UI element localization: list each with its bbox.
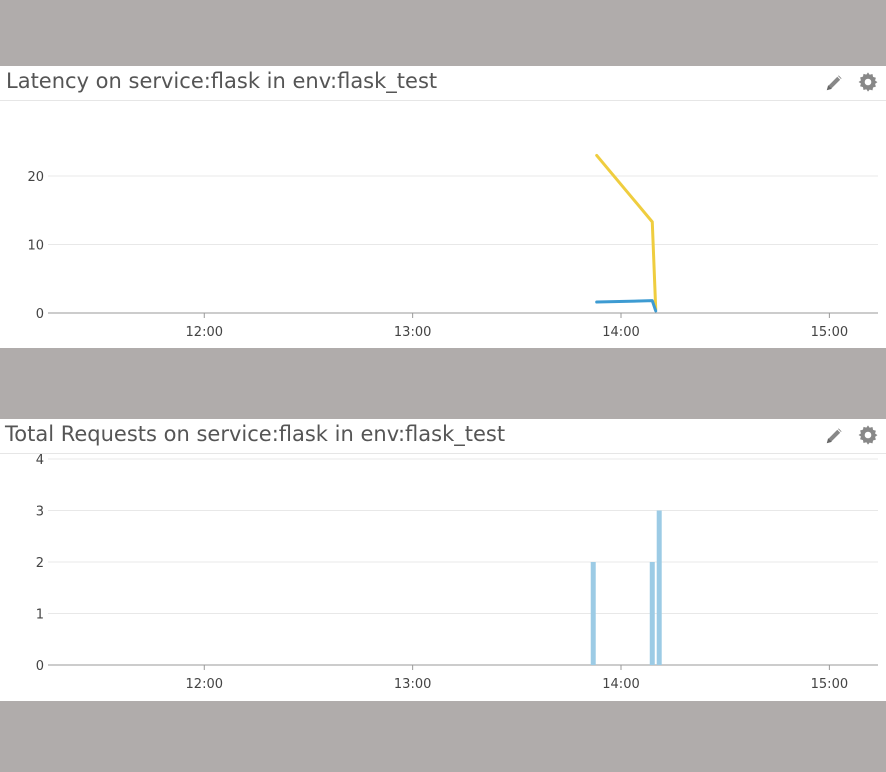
requests-chart: 0 1 2 3 4 12:00 13:00 14:00 15:00 — [36, 453, 878, 692]
bar — [656, 510, 662, 665]
x-tick-label: 13:00 — [394, 677, 431, 692]
bar — [590, 562, 596, 665]
panel-header: Latency on service:flask in env:flask_te… — [0, 66, 886, 101]
x-tick-label: 14:00 — [602, 677, 639, 692]
x-tick-label: 14:00 — [602, 325, 639, 340]
gear-icon[interactable] — [857, 71, 879, 93]
latency-panel: Latency on service:flask in env:flask_te… — [0, 66, 886, 348]
x-tick-label: 12:00 — [186, 677, 223, 692]
latency-chart: 0 10 20 12:00 13:00 14:00 15:00 — [27, 153, 878, 340]
x-tick-label: 13:00 — [394, 325, 431, 340]
x-tick-label: 12:00 — [186, 325, 223, 340]
pencil-icon[interactable] — [824, 424, 846, 446]
panel-header: Total Requests on service:flask in env:f… — [0, 419, 886, 454]
y-tick-label: 10 — [27, 238, 44, 253]
gear-icon[interactable] — [857, 424, 879, 446]
requests-panel: Total Requests on service:flask in env:f… — [0, 419, 886, 701]
series-line — [595, 299, 658, 313]
x-tick-label: 15:00 — [811, 325, 848, 340]
y-tick-label: 3 — [36, 505, 44, 520]
pencil-icon[interactable] — [824, 71, 846, 93]
y-tick-label: 4 — [36, 453, 44, 468]
y-tick-label: 0 — [36, 659, 44, 674]
panel-title: Total Requests on service:flask in env:f… — [5, 422, 506, 446]
y-tick-label: 1 — [36, 608, 44, 623]
y-tick-label: 0 — [36, 307, 44, 322]
y-tick-label: 20 — [27, 170, 44, 185]
series-line — [595, 153, 658, 312]
x-tick-label: 15:00 — [811, 677, 848, 692]
panel-title: Latency on service:flask in env:flask_te… — [6, 69, 438, 93]
bar — [649, 562, 655, 665]
y-tick-label: 2 — [36, 556, 44, 571]
